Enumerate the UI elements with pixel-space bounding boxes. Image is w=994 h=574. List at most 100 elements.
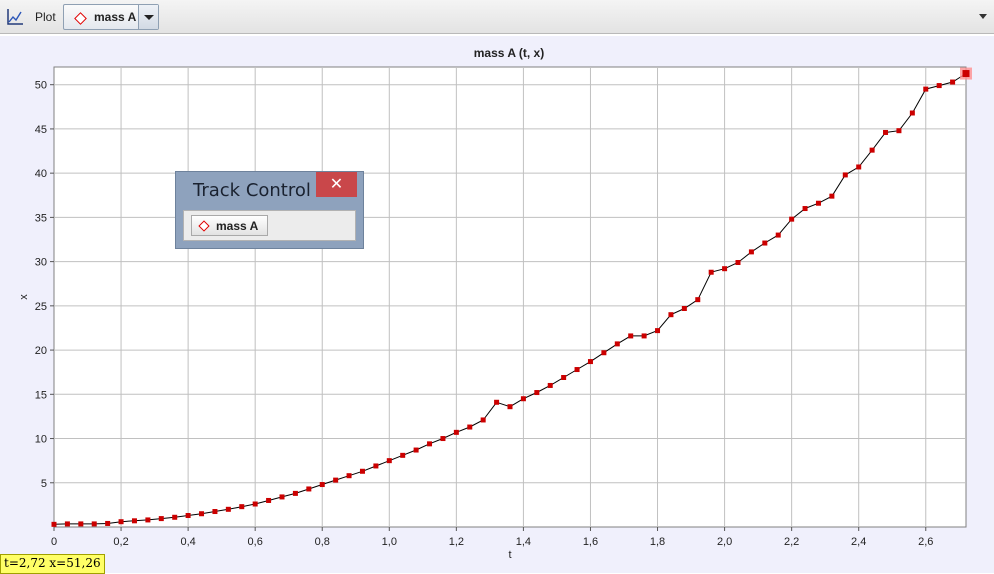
track-button-label: mass A [216, 219, 259, 233]
data-point [950, 79, 956, 85]
data-point [105, 520, 111, 526]
data-point [923, 86, 929, 92]
data-point [655, 328, 661, 334]
data-point [668, 312, 674, 318]
y-tick-label: 15 [35, 389, 47, 401]
x-tick-label: 0 [51, 536, 57, 548]
x-tick-label: 0,8 [315, 536, 330, 548]
y-tick-label: 35 [35, 212, 47, 224]
track-selector[interactable]: mass A [63, 4, 159, 30]
data-point [51, 521, 57, 527]
x-tick-label: 2,2 [784, 536, 799, 548]
data-points[interactable] [51, 67, 973, 527]
data-point [842, 172, 848, 178]
y-tick-label: 40 [35, 168, 47, 180]
data-point [681, 306, 687, 311]
data-point [91, 521, 97, 527]
data-point [64, 521, 70, 527]
data-point [319, 482, 325, 488]
x-tick-label: 0,4 [180, 536, 195, 548]
data-point [708, 269, 714, 275]
data-point [453, 429, 459, 435]
data-point [266, 497, 272, 503]
y-tick-label: 10 [35, 434, 47, 446]
chart-title: mass A (t, x) [474, 46, 544, 60]
data-point [856, 164, 862, 170]
y-axis-ticks: 5 10 15 20 25 30 35 40 45 50 [35, 80, 54, 490]
dropdown-arrow-icon[interactable] [979, 14, 987, 19]
x-tick-label: 2,6 [918, 536, 933, 548]
data-point [829, 193, 835, 199]
data-point [386, 458, 392, 464]
x-tick-label: 1,4 [516, 536, 531, 548]
data-point [722, 266, 728, 272]
data-point [962, 70, 970, 78]
grid-lines [54, 67, 966, 527]
data-point [775, 232, 781, 238]
data-point [131, 518, 137, 524]
line-graph-icon[interactable] [6, 8, 24, 26]
plot-background [53, 66, 967, 528]
data-point [802, 206, 808, 212]
data-point [467, 424, 473, 430]
plot-panel[interactable]: 0 0,2 0,4 0,6 0,8 1,0 1,2 1,4 1,6 1,8 2,0 2,2 2,4 2,6… [0, 36, 994, 573]
data-point [480, 417, 486, 423]
y-tick-label: 5 [41, 478, 47, 490]
data-point [628, 333, 634, 339]
track-control-body: mass A [183, 210, 356, 241]
data-point [762, 240, 768, 246]
y-tick-label: 50 [35, 80, 47, 92]
data-point [587, 359, 593, 365]
data-point [440, 436, 446, 442]
data-point [494, 399, 500, 405]
data-point [359, 468, 365, 474]
x-tick-label: 0,6 [248, 536, 263, 548]
data-point [400, 452, 406, 458]
data-point [306, 486, 312, 492]
diamond-marker-icon [74, 12, 87, 25]
track-control-dialog[interactable]: Track Control ✕ mass A [175, 171, 364, 249]
data-point [695, 297, 701, 303]
data-point [346, 473, 352, 479]
data-point [333, 477, 339, 483]
x-tick-label: 1,0 [382, 536, 397, 548]
data-point [172, 514, 178, 520]
x-tick-label: 0,2 [113, 536, 128, 548]
data-point [789, 216, 795, 222]
x-tick-label: 1,6 [583, 536, 598, 548]
data-point [507, 404, 513, 410]
data-point [614, 341, 620, 347]
data-point [427, 441, 433, 447]
data-point [118, 519, 124, 525]
x-tick-label: 1,8 [650, 536, 665, 548]
plot-chart[interactable]: 0 0,2 0,4 0,6 0,8 1,0 1,2 1,4 1,6 1,8 2,0 2,2 2,4 2,6… [0, 36, 994, 573]
data-point [869, 147, 875, 153]
data-point [520, 396, 526, 402]
y-tick-label: 25 [35, 301, 47, 313]
data-point [883, 129, 889, 135]
y-axis-label: x [18, 294, 30, 300]
track-button-mass-a[interactable]: mass A [191, 215, 268, 236]
data-point [292, 490, 298, 496]
data-point [561, 375, 567, 380]
data-point [896, 128, 902, 134]
data-point [279, 494, 285, 500]
data-point [601, 350, 607, 356]
plot-label: Plot [35, 10, 56, 24]
data-point [735, 260, 741, 265]
x-axis-label: t [508, 549, 511, 561]
data-point [574, 367, 580, 373]
data-point [373, 463, 379, 469]
x-tick-label: 2,0 [717, 536, 732, 548]
track-selector-value: mass A [94, 10, 137, 24]
data-point [909, 110, 915, 116]
data-point [185, 513, 191, 518]
data-point [547, 382, 553, 388]
chevron-down-icon[interactable] [138, 5, 158, 29]
y-tick-label: 30 [35, 257, 47, 269]
close-icon[interactable]: ✕ [316, 172, 357, 197]
track-control-title: Track Control [193, 180, 311, 201]
data-point [239, 504, 245, 510]
data-point [78, 521, 84, 527]
data-point [225, 506, 231, 512]
